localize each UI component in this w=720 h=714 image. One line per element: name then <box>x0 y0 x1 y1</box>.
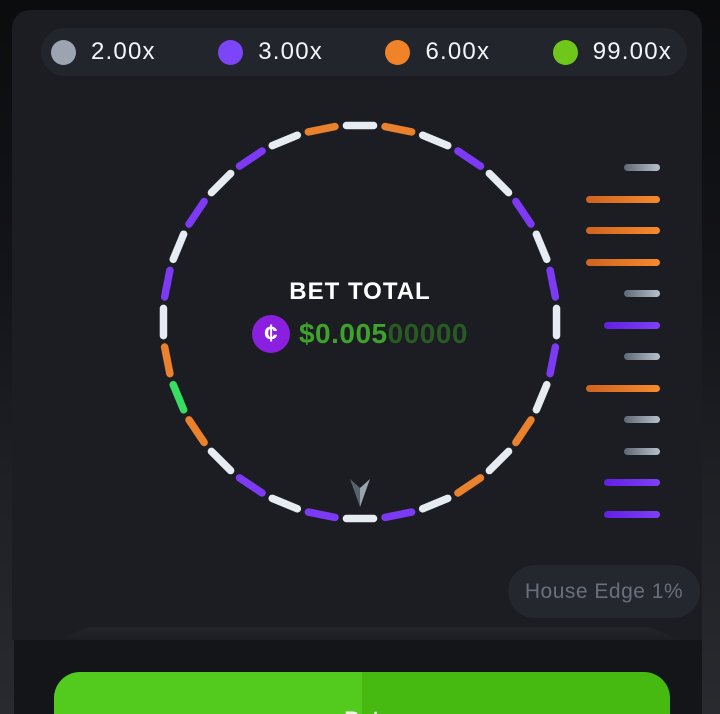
wheel-segment-white <box>418 494 452 513</box>
bet-amount-trailing-zeros: 00000 <box>387 318 468 349</box>
wheel-segment-white <box>207 447 235 475</box>
history-result-bar-gray <box>624 447 660 455</box>
wheel-segment-white <box>268 494 302 513</box>
wheel-segment-purple <box>546 343 560 378</box>
currency-coin-icon: ¢ <box>251 315 290 353</box>
history-result-bar-orange <box>586 227 660 234</box>
bet-amount-row: ¢ $0.00500000 <box>160 315 560 353</box>
wheel-segment-white <box>169 230 188 264</box>
history-result-bar-gray <box>624 164 660 171</box>
wheel-segment-white <box>207 169 235 197</box>
wheel-segment-white <box>532 380 551 414</box>
history-result-bar-purple <box>604 479 660 486</box>
wheel-segment-purple <box>304 508 339 522</box>
wheel-segment-orange <box>512 416 535 447</box>
wheel-segment-green <box>169 380 188 414</box>
wheel-segment-orange <box>454 474 485 497</box>
history-result-bar-gray <box>624 416 660 423</box>
history-result-bar-purple <box>604 510 660 518</box>
wheel-segment-orange <box>160 343 174 378</box>
wheel-segment-purple <box>235 474 266 497</box>
wheel-pointer-icon <box>350 479 370 507</box>
wheel-segment-white <box>532 230 551 264</box>
history-result-bar-orange <box>586 258 660 266</box>
wheel-segment-purple <box>160 266 174 301</box>
bet-amount: $0.00500000 <box>299 318 468 350</box>
legend-label: 6.00x <box>425 38 491 65</box>
house-edge-badge: House Edge 1% <box>508 565 700 618</box>
wheel-segment-white <box>268 131 302 150</box>
game-panel: 2.00x 3.00x 6.00x 99.00x BET TOTAL ¢ $0.005… <box>12 10 704 650</box>
wheel-segment-orange <box>185 416 208 447</box>
wheel-segment-white <box>485 169 513 197</box>
wheel-segment-orange <box>304 122 339 136</box>
wheel-segment-purple <box>454 147 485 170</box>
bet-section: Bet <box>14 640 702 714</box>
history-result-bar-orange <box>586 195 660 203</box>
multiplier-dot-icon <box>51 39 76 65</box>
cent-symbol: ¢ <box>264 320 278 347</box>
wheel-segment-purple <box>381 508 416 522</box>
wheel-segment-white <box>485 447 513 475</box>
history-result-bar-purple <box>604 321 660 329</box>
wheel-segment-purple <box>546 266 560 301</box>
wheel-segment-purple <box>235 147 266 170</box>
multiplier-dot-icon <box>218 39 244 65</box>
wheel-segment-purple <box>185 197 208 228</box>
legend-item-6.00x: 6.00x <box>385 38 490 66</box>
legend-item-2.00x: 2.00x <box>51 38 156 66</box>
legend-label: 3.00x <box>258 38 323 65</box>
multiplier-dot-icon <box>552 39 578 65</box>
bet-button[interactable]: Bet <box>54 672 670 714</box>
multiplier-legend: 2.00x 3.00x 6.00x 99.00x <box>41 28 687 76</box>
history-result-bar-orange <box>586 384 660 392</box>
bet-total-label: BET TOTAL <box>289 278 431 305</box>
bet-amount-value: $0.005 <box>298 318 388 349</box>
legend-label: 2.00x <box>91 38 156 65</box>
wheel-segment-white <box>418 131 452 150</box>
legend-item-3.00x: 3.00x <box>218 38 323 66</box>
bet-button-label: Bet <box>54 708 670 714</box>
wheel-segment-purple <box>512 197 535 228</box>
multiplier-dot-icon <box>385 39 411 65</box>
history-result-bar-gray <box>624 353 660 360</box>
history-result-bar-gray <box>624 290 660 297</box>
legend-item-99.00x: 99.00x <box>552 38 672 66</box>
results-history-list <box>586 164 660 518</box>
legend-label: 99.00x <box>592 38 672 65</box>
wheel-segment-orange <box>381 122 416 136</box>
bet-total-info: BET TOTAL ¢ $0.00500000 <box>160 278 560 353</box>
